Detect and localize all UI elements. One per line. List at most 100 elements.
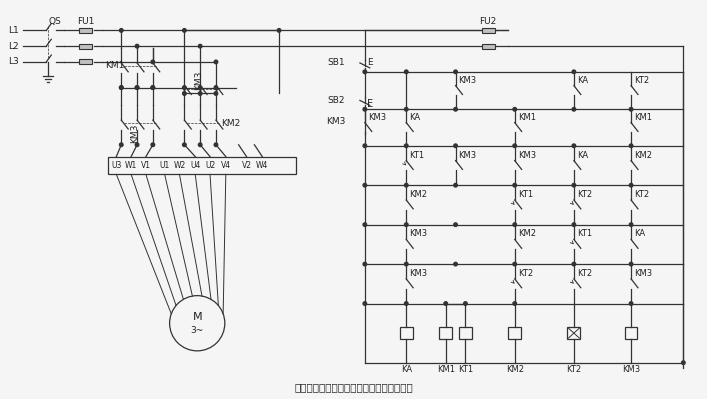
- Text: KM2: KM2: [506, 365, 524, 374]
- Text: KM3: KM3: [368, 113, 386, 122]
- Text: L1: L1: [8, 26, 18, 35]
- Text: L3: L3: [8, 57, 18, 67]
- Text: KA: KA: [401, 365, 411, 374]
- Circle shape: [182, 143, 186, 146]
- Text: KT2: KT2: [634, 76, 649, 85]
- Text: KM3: KM3: [459, 76, 477, 85]
- Bar: [508, 327, 521, 339]
- Bar: [79, 59, 92, 64]
- Circle shape: [363, 107, 367, 111]
- Text: V2: V2: [242, 161, 252, 170]
- Circle shape: [572, 144, 575, 148]
- Bar: [400, 327, 413, 339]
- Text: KM1: KM1: [634, 113, 652, 122]
- Circle shape: [629, 302, 633, 305]
- Circle shape: [199, 143, 202, 146]
- Text: FU2: FU2: [479, 17, 497, 26]
- Text: E: E: [367, 99, 373, 109]
- Circle shape: [682, 361, 685, 364]
- Bar: [108, 156, 296, 174]
- Circle shape: [629, 223, 633, 226]
- Circle shape: [404, 302, 408, 305]
- Circle shape: [454, 262, 457, 266]
- Circle shape: [404, 107, 408, 111]
- Circle shape: [454, 223, 457, 226]
- Circle shape: [513, 144, 517, 148]
- Text: FU1: FU1: [77, 17, 95, 26]
- Circle shape: [363, 223, 367, 226]
- Text: L2: L2: [8, 41, 18, 51]
- Circle shape: [199, 86, 202, 89]
- Circle shape: [119, 143, 123, 146]
- Circle shape: [151, 86, 155, 89]
- Text: U2: U2: [205, 161, 215, 170]
- Circle shape: [199, 92, 202, 95]
- Circle shape: [513, 107, 517, 111]
- Text: KM3: KM3: [326, 117, 345, 126]
- Text: KM3: KM3: [622, 365, 640, 374]
- Circle shape: [363, 70, 367, 73]
- Circle shape: [572, 262, 575, 266]
- Bar: [439, 327, 452, 339]
- Text: KT1: KT1: [518, 190, 533, 199]
- Text: KT2: KT2: [634, 190, 649, 199]
- Circle shape: [629, 144, 633, 148]
- Circle shape: [151, 143, 155, 146]
- Text: KM3: KM3: [459, 150, 477, 160]
- Circle shape: [513, 223, 517, 226]
- Bar: [625, 327, 638, 339]
- Circle shape: [119, 86, 123, 89]
- Circle shape: [199, 44, 202, 48]
- Circle shape: [464, 302, 467, 305]
- Text: KT1: KT1: [577, 229, 592, 239]
- Circle shape: [404, 223, 408, 226]
- Bar: [481, 28, 494, 33]
- Circle shape: [404, 184, 408, 187]
- Text: KM3: KM3: [409, 229, 427, 239]
- Text: U3: U3: [111, 161, 122, 170]
- Circle shape: [363, 184, 367, 187]
- Text: QS: QS: [49, 17, 62, 26]
- Circle shape: [454, 184, 457, 187]
- Text: W4: W4: [256, 161, 269, 170]
- Circle shape: [363, 144, 367, 148]
- Circle shape: [214, 86, 218, 89]
- Circle shape: [363, 302, 367, 305]
- Circle shape: [135, 143, 139, 146]
- Circle shape: [513, 184, 517, 187]
- Bar: [459, 327, 472, 339]
- Bar: [481, 44, 494, 49]
- Circle shape: [182, 86, 186, 89]
- Text: KT1: KT1: [458, 365, 473, 374]
- Circle shape: [513, 302, 517, 305]
- Text: M: M: [192, 312, 202, 322]
- Circle shape: [444, 302, 448, 305]
- Text: KM1: KM1: [105, 61, 125, 70]
- Circle shape: [214, 143, 218, 146]
- Circle shape: [404, 70, 408, 73]
- Circle shape: [572, 223, 575, 226]
- Text: KM3: KM3: [634, 269, 652, 278]
- Circle shape: [151, 86, 155, 89]
- Circle shape: [572, 70, 575, 73]
- Circle shape: [151, 60, 155, 64]
- Text: KM3: KM3: [131, 123, 139, 142]
- Text: E: E: [367, 58, 373, 67]
- Circle shape: [454, 144, 457, 148]
- Text: KA: KA: [577, 76, 588, 85]
- Bar: [568, 327, 580, 339]
- Text: KM3: KM3: [518, 150, 536, 160]
- Text: KM1: KM1: [518, 113, 536, 122]
- Circle shape: [182, 29, 186, 32]
- Circle shape: [119, 29, 123, 32]
- Text: W2: W2: [173, 161, 185, 170]
- Circle shape: [513, 262, 517, 266]
- Circle shape: [629, 184, 633, 187]
- Bar: [79, 28, 92, 33]
- Circle shape: [572, 107, 575, 111]
- Text: KA: KA: [634, 229, 645, 239]
- Text: V4: V4: [221, 161, 231, 170]
- Circle shape: [363, 262, 367, 266]
- Text: KM3: KM3: [194, 71, 203, 90]
- Text: U4: U4: [190, 161, 200, 170]
